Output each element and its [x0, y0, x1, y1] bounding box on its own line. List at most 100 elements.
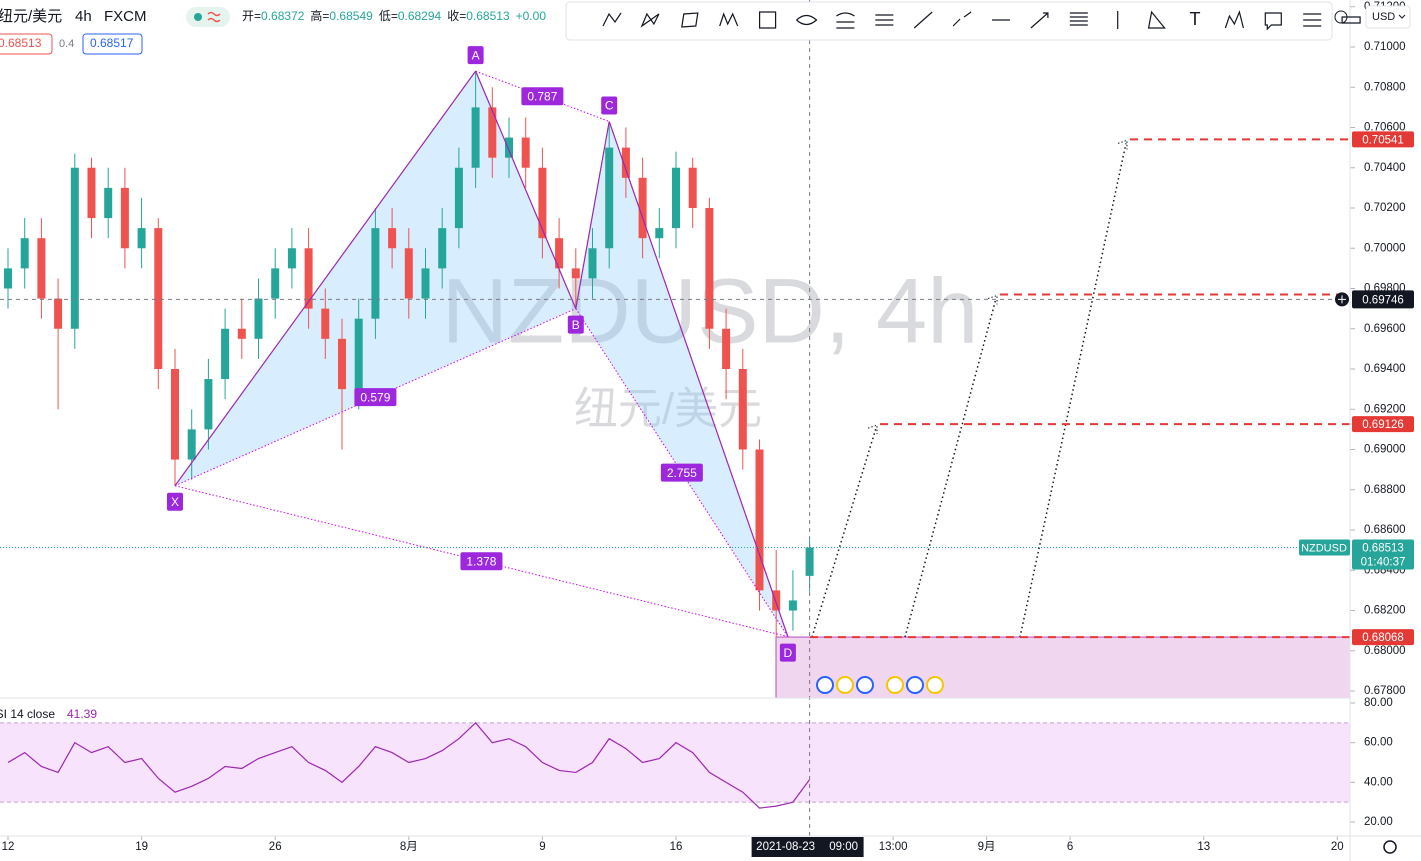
arrow-head — [867, 424, 878, 435]
y-tick-label: 0.69200 — [1364, 403, 1406, 415]
candle-body — [672, 167, 680, 229]
spread: 0.4 — [59, 38, 74, 50]
point-label: A — [472, 48, 480, 62]
event-icon[interactable] — [856, 676, 874, 694]
candle-body — [571, 268, 580, 279]
candle-body — [755, 449, 764, 591]
y-tick-label: 0.70400 — [1364, 162, 1406, 174]
rsi-title: RSI 14 close — [0, 707, 55, 721]
event-icon[interactable] — [816, 676, 834, 694]
tool-icon[interactable] — [1341, 16, 1361, 24]
tool-icon[interactable] — [1069, 12, 1088, 26]
x-tick-label: 19 — [135, 841, 148, 853]
point-box — [167, 492, 183, 511]
pattern-bcd — [575, 121, 788, 637]
level-label-box — [1352, 629, 1414, 646]
tool-icon[interactable] — [1264, 12, 1282, 31]
candle-body — [4, 268, 12, 289]
event-icon[interactable] — [906, 676, 924, 694]
currency: USD — [1372, 11, 1395, 23]
tool-icon[interactable] — [836, 12, 855, 29]
ask-box[interactable] — [82, 33, 143, 55]
x-tick-label: 13 — [1197, 841, 1210, 853]
tool-icon[interactable] — [1303, 13, 1322, 27]
rsi-line — [7, 721, 811, 809]
exchange: FXCM — [104, 8, 147, 25]
y-tick-label: 0.71000 — [1364, 41, 1406, 53]
settings-icon[interactable] — [1383, 840, 1397, 854]
candle-body — [788, 600, 797, 611]
ohlc-label: 收= — [447, 9, 466, 23]
candle-body — [254, 298, 263, 339]
candle-body — [471, 107, 480, 168]
tool-icon[interactable] — [719, 12, 739, 27]
ratio-label: 0.787 — [527, 89, 557, 103]
y-tick-label: 0.68600 — [1364, 524, 1406, 536]
crosshair-time: 09:00 — [829, 841, 858, 853]
tool-icon[interactable] — [913, 11, 933, 29]
symbol[interactable]: 纽元/美元 — [0, 8, 62, 25]
tool-icon[interactable] — [640, 12, 660, 28]
y-tick-label: 0.67800 — [1364, 685, 1406, 697]
candle-body — [87, 167, 96, 219]
crosshair-date: 2021-08-23 — [756, 841, 815, 853]
y-tick-label: 0.69000 — [1364, 444, 1406, 456]
rsi-band — [0, 722, 1350, 803]
candle-body — [154, 228, 163, 369]
tool-icon[interactable] — [681, 12, 699, 28]
tool-icon[interactable] — [796, 14, 818, 26]
plus — [1338, 295, 1346, 304]
y-tick-label: 0.70600 — [1364, 122, 1406, 134]
change: +0.00 — [516, 9, 547, 23]
tool-icon[interactable] — [602, 12, 622, 27]
event-icon[interactable] — [926, 676, 944, 694]
currency-select[interactable] — [1365, 5, 1411, 29]
ratio-label: 2.755 — [667, 466, 697, 480]
bid-box[interactable] — [0, 33, 53, 55]
ratio-label: 0.579 — [360, 390, 390, 404]
candle-body — [120, 187, 129, 249]
y-tick-label: 0.68200 — [1364, 605, 1406, 617]
event-icon[interactable] — [886, 676, 904, 694]
x-tick-label: 6 — [1067, 841, 1073, 853]
tool-icon[interactable] — [758, 11, 777, 29]
watermark-sub: 纽元/美元 — [574, 385, 762, 434]
ratio-box — [354, 388, 397, 407]
text-tool[interactable]: T — [1190, 9, 1201, 29]
candle-body — [171, 369, 179, 460]
point-label: X — [171, 495, 179, 509]
ratio-box — [660, 463, 703, 482]
ohlc-value: 0.68513 — [466, 9, 510, 23]
tool-icon[interactable] — [1030, 12, 1049, 29]
candle-body — [605, 147, 614, 249]
tool-icon[interactable] — [1147, 10, 1166, 29]
ask: 0.68517 — [90, 36, 134, 50]
point-box — [567, 315, 584, 334]
candle-body — [104, 187, 113, 219]
tool-icon[interactable] — [952, 11, 972, 27]
x-tick-label: 8月 — [400, 841, 418, 853]
pattern-leg — [608, 121, 789, 637]
interval[interactable]: 4h — [75, 8, 92, 25]
y-tick-label: 0.70800 — [1364, 81, 1406, 93]
candle-body — [388, 228, 397, 249]
x-tick-label: 20 — [1331, 841, 1344, 853]
x-tick-label: 9月 — [978, 841, 996, 853]
tool-icon[interactable] — [1224, 10, 1244, 29]
reset-icon[interactable] — [1334, 10, 1348, 24]
candle-body — [772, 590, 781, 611]
y-tick-label: 0.70200 — [1364, 202, 1406, 214]
market-status[interactable] — [186, 7, 230, 27]
candle-body — [221, 328, 230, 380]
y-tick-label: 0.70000 — [1364, 242, 1406, 254]
countdown: 01:40:37 — [1361, 557, 1406, 569]
last-price: 0.68513 — [1362, 543, 1404, 555]
projection-arrow — [1019, 143, 1127, 638]
candle-body — [688, 167, 697, 208]
point-label: D — [784, 646, 793, 660]
event-icon[interactable] — [836, 676, 854, 694]
tool-icon[interactable] — [875, 14, 894, 26]
candle-body — [354, 318, 363, 390]
